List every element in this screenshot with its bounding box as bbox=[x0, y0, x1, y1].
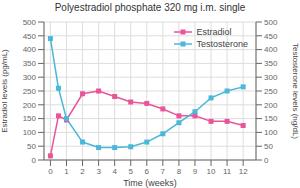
svg-text:300: 300 bbox=[264, 73, 278, 82]
svg-text:350: 350 bbox=[264, 59, 278, 68]
svg-text:200: 200 bbox=[23, 101, 37, 110]
svg-text:250: 250 bbox=[23, 87, 37, 96]
svg-text:450: 450 bbox=[23, 32, 37, 41]
svg-text:250: 250 bbox=[264, 87, 278, 96]
svg-text:350: 350 bbox=[23, 59, 37, 68]
svg-text:400: 400 bbox=[23, 45, 37, 54]
svg-text:0: 0 bbox=[48, 167, 53, 176]
svg-text:200: 200 bbox=[264, 101, 278, 110]
svg-text:0: 0 bbox=[32, 156, 37, 165]
svg-text:150: 150 bbox=[23, 114, 37, 123]
svg-text:12: 12 bbox=[239, 167, 248, 176]
svg-text:100: 100 bbox=[23, 128, 37, 137]
svg-text:2: 2 bbox=[80, 167, 85, 176]
svg-text:5: 5 bbox=[129, 167, 134, 176]
svg-text:6: 6 bbox=[145, 167, 150, 176]
svg-text:50: 50 bbox=[27, 142, 36, 151]
svg-text:0: 0 bbox=[264, 156, 269, 165]
svg-text:500: 500 bbox=[264, 18, 278, 27]
svg-text:150: 150 bbox=[264, 114, 278, 123]
svg-text:300: 300 bbox=[23, 73, 37, 82]
html-text:Estradiol: Estradiol bbox=[196, 27, 232, 37]
svg-text:7: 7 bbox=[161, 167, 166, 176]
svg-text:8: 8 bbox=[177, 167, 182, 176]
svg-text:Testosterone levels (ng/dL): Testosterone levels (ng/dL) bbox=[291, 43, 292, 139]
html-text:Testosterone: Testosterone bbox=[196, 39, 248, 49]
svg-text:500: 500 bbox=[23, 18, 37, 27]
svg-text:3: 3 bbox=[96, 167, 101, 176]
html-text:Polyestradiol phosphate 320 mg: Polyestradiol phosphate 320 mg i.m. sing… bbox=[54, 2, 246, 13]
svg-text:11: 11 bbox=[223, 167, 232, 176]
svg-text:10: 10 bbox=[207, 167, 216, 176]
svg-text:400: 400 bbox=[264, 45, 278, 54]
svg-text:450: 450 bbox=[264, 32, 278, 41]
svg-text:50: 50 bbox=[264, 142, 273, 151]
svg-text:4: 4 bbox=[112, 167, 117, 176]
svg-text:100: 100 bbox=[264, 128, 278, 137]
svg-text:9: 9 bbox=[193, 167, 198, 176]
svg-text:Time (weeks): Time (weeks) bbox=[123, 178, 177, 188]
svg-text:Estradiol levels (pg/mL): Estradiol levels (pg/mL) bbox=[8, 49, 9, 133]
svg-text:1: 1 bbox=[64, 167, 69, 176]
